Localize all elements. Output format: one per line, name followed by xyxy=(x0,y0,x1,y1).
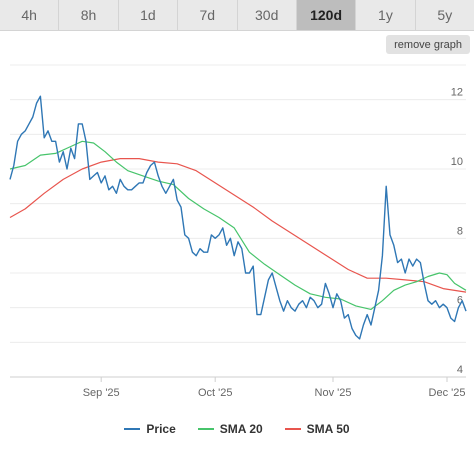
legend-label: SMA 50 xyxy=(306,422,350,436)
legend-swatch xyxy=(124,428,141,430)
legend-swatch xyxy=(197,428,214,430)
y-tick-label: 10 xyxy=(451,156,463,168)
y-tick-label: 4 xyxy=(457,364,463,376)
gridlines xyxy=(10,64,466,378)
legend-item-sma-50[interactable]: SMA 50 xyxy=(284,422,350,436)
range-tab-120d[interactable]: 120d xyxy=(296,0,357,30)
legend-swatch xyxy=(284,428,301,430)
series-line-sma-50 xyxy=(9,158,467,293)
legend-item-price[interactable]: Price xyxy=(124,422,176,436)
series-lines xyxy=(9,95,467,340)
range-tab-7d[interactable]: 7d xyxy=(178,0,238,30)
legend: Price SMA 20 SMA 50 xyxy=(0,420,474,438)
legend-item-sma-20[interactable]: SMA 20 xyxy=(197,422,263,436)
range-tab-8h[interactable]: 8h xyxy=(59,0,119,30)
range-tab-1y[interactable]: 1y xyxy=(356,0,416,30)
series-line-price xyxy=(9,95,467,340)
series-line-sma-20 xyxy=(9,140,467,310)
y-axis: 4 6 8 10 12 xyxy=(451,87,463,376)
x-axis: Sep '25 Oct '25 Nov '25 Dec '25 xyxy=(83,377,466,399)
range-tab-1d[interactable]: 1d xyxy=(119,0,179,30)
legend-label: Price xyxy=(146,422,176,436)
legend-label: SMA 20 xyxy=(219,422,263,436)
y-tick-label: 6 xyxy=(457,295,463,307)
y-tick-label: 12 xyxy=(451,87,463,99)
range-tab-30d[interactable]: 30d xyxy=(238,0,297,30)
range-tab-4h[interactable]: 4h xyxy=(0,0,60,30)
remove-graph-button[interactable]: remove graph xyxy=(386,35,470,54)
x-tick-label: Dec '25 xyxy=(429,387,466,399)
price-chart: 4 6 8 10 12 Sep '25 Oct '25 Nov '25 Dec '25 xyxy=(9,64,467,399)
range-tab-5y[interactable]: 5y xyxy=(437,7,453,23)
x-tick-label: Nov '25 xyxy=(315,387,352,399)
x-tick-label: Sep '25 xyxy=(83,387,120,399)
y-tick-label: 8 xyxy=(457,225,463,237)
x-tick-label: Oct '25 xyxy=(198,387,233,399)
time-range-selector: 4h 8h 1d 7d 30d 120d 1y 5y xyxy=(0,0,474,31)
